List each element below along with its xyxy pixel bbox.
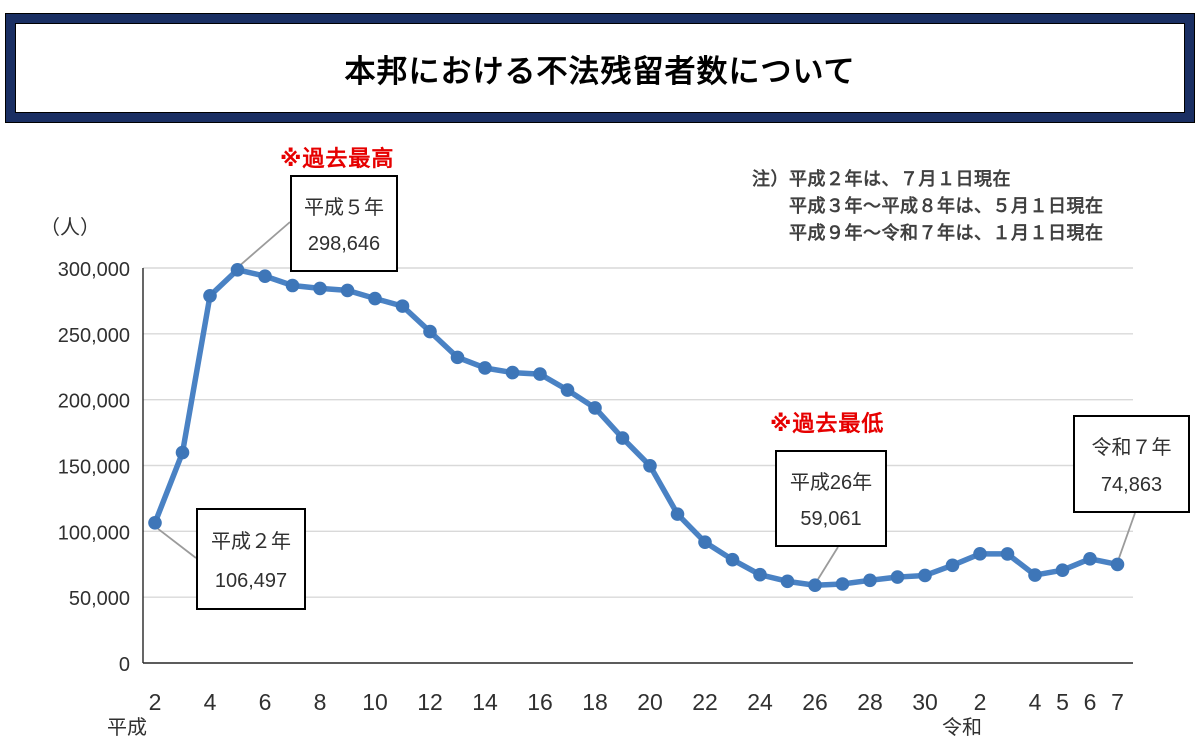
callout-heisei26-low: 平成26年 59,061 — [775, 450, 887, 547]
callout-value: 59,061 — [800, 508, 862, 531]
record-high-flag: ※過去最高 — [280, 146, 395, 171]
note: 注） 平成２年は、７月１日現在 平成３年～平成８年は、５月１日現在 平成９年～令… — [752, 166, 1104, 247]
svg-text:7: 7 — [1111, 689, 1124, 715]
svg-text:30: 30 — [912, 689, 938, 715]
note-line-3: 平成９年～令和７年は、１月１日現在 — [789, 223, 1104, 243]
svg-text:12: 12 — [417, 689, 443, 715]
svg-text:18: 18 — [582, 689, 608, 715]
callout-reiwa7-latest: 令和７年 74,863 — [1073, 415, 1190, 513]
svg-text:6: 6 — [259, 689, 272, 715]
callout-label: 令和７年 — [1091, 437, 1172, 459]
svg-text:0: 0 — [119, 654, 130, 676]
svg-text:平成: 平成 — [107, 716, 147, 739]
callout-label: 平成５年 — [304, 196, 384, 219]
svg-text:200,000: 200,000 — [58, 391, 130, 413]
svg-text:28: 28 — [857, 689, 883, 715]
svg-text:10: 10 — [362, 689, 388, 715]
svg-text:4: 4 — [204, 689, 217, 715]
title-banner-inner: 本邦における不法残留者数について — [15, 23, 1185, 113]
svg-text:5: 5 — [1056, 689, 1069, 715]
callout-heisei5-peak: 平成５年 298,646 — [290, 175, 398, 272]
svg-text:50,000: 50,000 — [69, 588, 130, 610]
svg-text:14: 14 — [472, 689, 498, 715]
svg-text:26: 26 — [802, 689, 828, 715]
callout-label: 平成26年 — [789, 471, 873, 494]
y-axis-unit-label: （人） — [40, 217, 100, 239]
svg-text:100,000: 100,000 — [58, 522, 130, 544]
svg-text:令和: 令和 — [942, 716, 982, 739]
svg-text:300,000: 300,000 — [58, 259, 130, 281]
svg-text:150,000: 150,000 — [58, 457, 130, 479]
record-low-flag: ※過去最低 — [770, 411, 885, 436]
callout-label: 平成２年 — [211, 531, 291, 554]
svg-text:250,000: 250,000 — [58, 325, 130, 347]
svg-text:6: 6 — [1084, 689, 1097, 715]
callout-value: 74,863 — [1100, 474, 1163, 496]
note-line-1: 平成２年は、７月１日現在 — [789, 169, 1011, 189]
svg-text:2: 2 — [149, 689, 162, 715]
svg-text:8: 8 — [314, 689, 327, 715]
svg-text:24: 24 — [747, 689, 773, 715]
svg-text:4: 4 — [1029, 689, 1042, 715]
callout-value: 106,497 — [214, 569, 288, 592]
callout-value: 298,646 — [307, 233, 381, 256]
svg-text:20: 20 — [637, 689, 663, 715]
note-prefix: 注） — [752, 169, 789, 189]
note-lines: 平成２年は、７月１日現在 平成３年～平成８年は、５月１日現在 平成９年～令和７年… — [789, 166, 1104, 247]
svg-text:2: 2 — [974, 689, 987, 715]
svg-text:16: 16 — [527, 689, 553, 715]
svg-text:22: 22 — [692, 689, 718, 715]
page-title: 本邦における不法残留者数について — [344, 53, 856, 89]
note-line-2: 平成３年～平成８年は、５月１日現在 — [789, 196, 1104, 216]
title-banner: 本邦における不法残留者数について — [5, 13, 1195, 123]
callout-heisei2: 平成２年 106,497 — [196, 508, 306, 610]
